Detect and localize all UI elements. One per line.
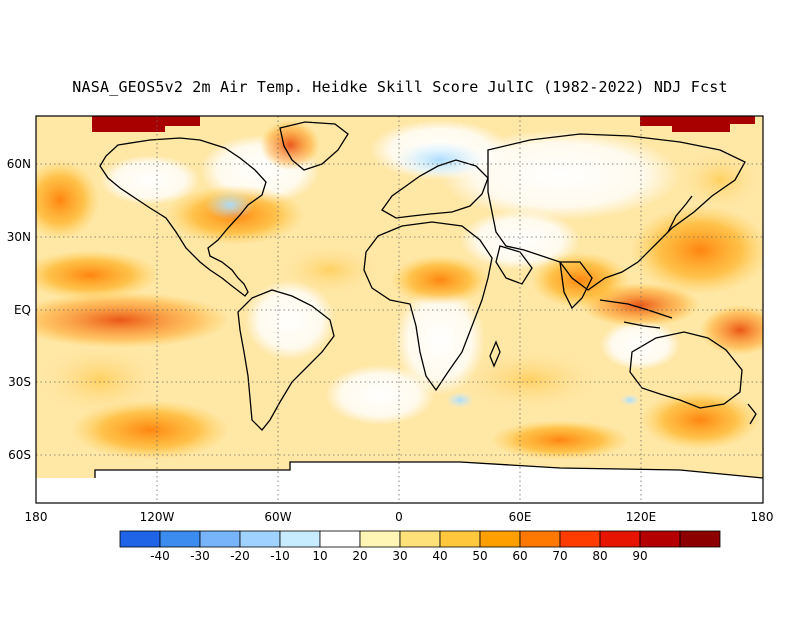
colorbar-swatch [679,530,721,548]
colorbar-swatch [279,530,321,548]
skill-field [36,120,763,460]
lon-tick-label: 120W [140,510,175,524]
colorbar-swatch [599,530,641,548]
lon-tick-label: 180 [751,510,774,524]
lon-tick-label: 60E [509,510,532,524]
coastlines [94,121,763,479]
colorbar-swatch [479,530,521,548]
colorbar-label: 60 [512,549,527,563]
colorbar-label: -40 [150,549,170,563]
colorbar-label: 90 [632,549,647,563]
colorbar-label: 20 [352,549,367,563]
colorbar-swatch [199,530,241,548]
lon-tick-label: 180 [25,510,48,524]
colorbar-label: 10 [312,549,327,563]
colorbar-swatch [639,530,681,548]
lat-tick-label: 60N [7,157,31,171]
colorbar: -40 -30 -20 -10 10 20 30 40 50 60 70 80 90 [119,530,721,563]
colorbar-label: -20 [230,549,250,563]
lat-tick-label: 60S [8,448,31,462]
colorbar-swatch [559,530,601,548]
colorbar-swatch [359,530,401,548]
gridlines [36,116,763,503]
colorbar-swatch [399,530,441,548]
colorbar-label: 70 [552,549,567,563]
colorbar-label: -10 [270,549,290,563]
colorbar-label: 40 [432,549,447,563]
arctic-block-east [640,116,755,132]
lon-tick-label: 120E [626,510,657,524]
lat-tick-label: EQ [14,303,31,317]
lon-tick-label: 60W [264,510,291,524]
colorbar-label: 50 [472,549,487,563]
map-frame [36,116,763,503]
lat-tick-label: 30N [7,230,31,244]
lat-tick-label: 30S [8,375,31,389]
map-border [35,115,764,504]
map-title: NASA_GEOS5v2 2m Air Temp. Heidke Skill S… [72,78,728,96]
colorbar-label: 80 [592,549,607,563]
colorbar-label: -30 [190,549,210,563]
colorbar-swatch [159,530,201,548]
colorbar-swatch [119,530,161,548]
antarctica-mask [36,462,763,503]
colorbar-swatch [439,530,481,548]
lat-axis: 60N 30N EQ 30S 60S [7,157,31,462]
colorbar-swatch [519,530,561,548]
colorbar-swatch [319,530,361,548]
lon-tick-label: 0 [395,510,403,524]
arctic-block-west [92,116,200,132]
colorbar-label: 30 [392,549,407,563]
colorbar-swatch [239,530,281,548]
lon-axis: 180 120W 60W 0 60E 120E 180 [25,510,774,524]
